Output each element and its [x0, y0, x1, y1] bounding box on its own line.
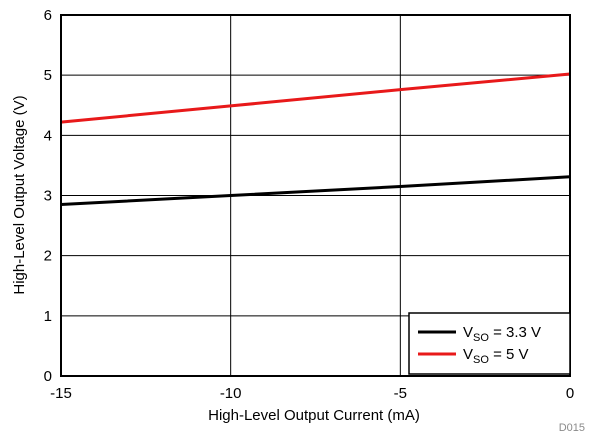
- series-lines: [60, 72, 571, 206]
- plot-frame: [60, 14, 571, 377]
- y-tick-label: 0: [44, 368, 52, 385]
- x-axis-title: High-Level Output Current (mA): [208, 407, 420, 424]
- y-tick-label: 2: [44, 248, 52, 265]
- y-tick-label: 3: [44, 188, 52, 205]
- y-tick-label: 6: [44, 7, 52, 24]
- y-axis-title: High-Level Output Voltage (V): [11, 95, 28, 294]
- x-tick-label: -5: [394, 385, 407, 402]
- legend-label: VSO = 5 V: [463, 346, 529, 366]
- y-tick-label: 4: [44, 127, 52, 144]
- series-line-1: [60, 175, 571, 206]
- x-tick-label: -10: [220, 385, 242, 402]
- series-line-2: [60, 72, 571, 124]
- grid: [61, 15, 570, 376]
- y-tick-label: 5: [44, 67, 52, 84]
- x-tick-label: -15: [50, 385, 72, 402]
- legend-box: [408, 312, 571, 375]
- legend-label: VSO = 3.3 V: [463, 324, 541, 344]
- x-tick-label: 0: [566, 385, 574, 402]
- y-tick-label: 1: [44, 308, 52, 325]
- tick-labels: -15 -10 -5 0 0 1 2 3 4 5 6: [44, 7, 575, 402]
- figure-code: D015: [559, 422, 585, 434]
